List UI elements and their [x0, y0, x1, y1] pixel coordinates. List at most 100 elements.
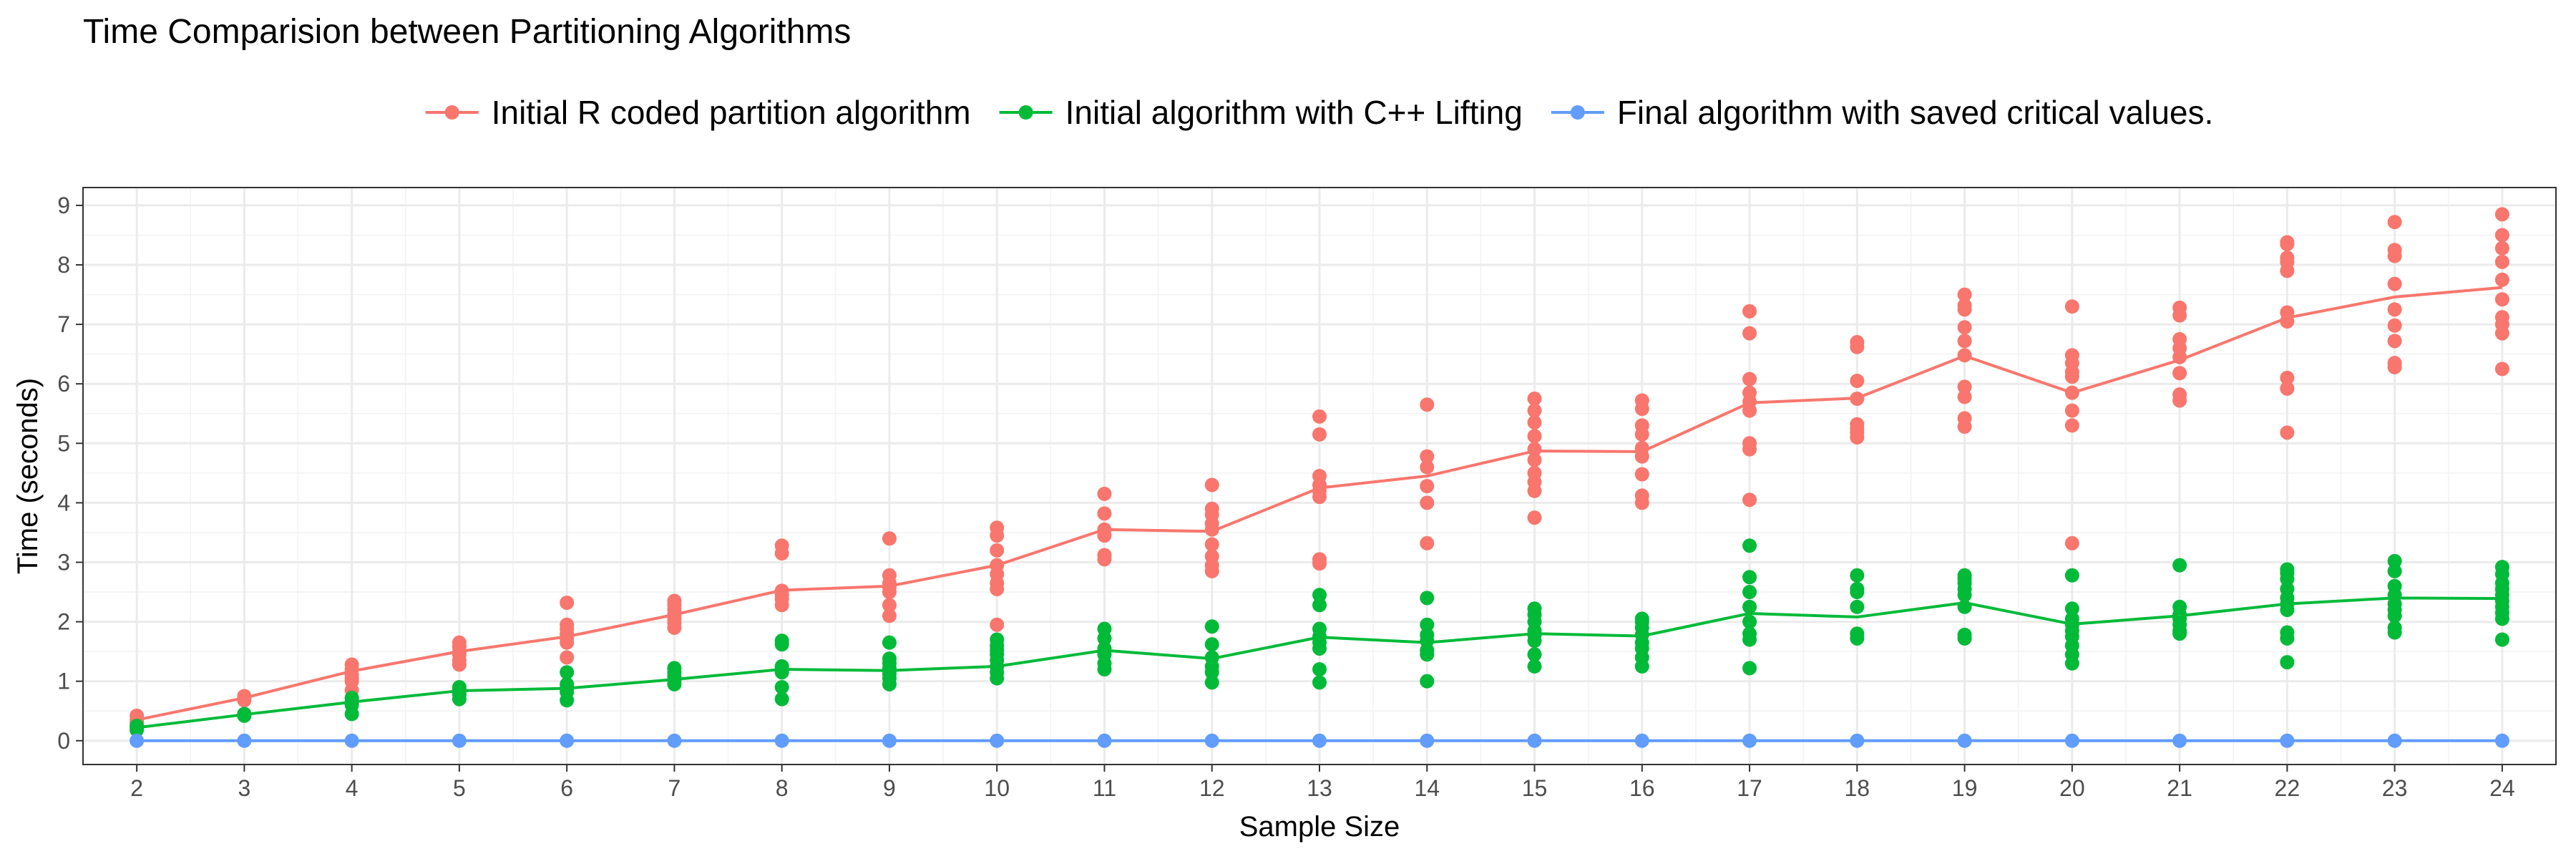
data-point-series-3 — [2280, 733, 2295, 748]
data-point-series-2 — [1312, 588, 1327, 603]
data-point-series-3 — [130, 733, 145, 748]
data-point-series-1 — [1957, 334, 1972, 349]
data-point-series-1 — [2494, 228, 2509, 243]
data-point-series-2 — [1204, 637, 1219, 652]
data-point-series-1 — [1850, 374, 1865, 389]
x-tick-label: 21 — [2167, 775, 2192, 801]
data-point-series-2 — [2172, 558, 2187, 573]
data-point-series-2 — [560, 676, 575, 691]
y-tick-label: 4 — [57, 490, 70, 515]
data-point-series-1 — [2280, 235, 2295, 250]
data-point-series-2 — [2387, 553, 2402, 568]
data-point-series-2 — [2064, 601, 2079, 616]
legend-item-2: Initial algorithm with C++ Lifting — [999, 94, 1523, 131]
data-point-series-2 — [667, 661, 682, 676]
data-point-series-1 — [1850, 335, 1865, 350]
data-point-series-2 — [774, 691, 789, 707]
data-point-series-2 — [1957, 599, 1972, 614]
legend-label: Final algorithm with saved critical valu… — [1617, 94, 2213, 131]
x-tick-label: 15 — [1522, 775, 1548, 801]
data-point-series-2 — [1742, 661, 1757, 676]
data-point-series-1 — [1634, 488, 1649, 503]
data-point-series-1 — [1850, 417, 1865, 432]
data-point-series-1 — [1742, 436, 1757, 451]
data-point-series-2 — [1742, 626, 1757, 641]
x-tick-label: 8 — [776, 775, 789, 801]
data-point-series-3 — [1097, 733, 1112, 748]
y-tick-label: 6 — [57, 371, 70, 397]
x-axis-title: Sample Size — [1239, 811, 1400, 843]
y-tick-label: 2 — [57, 609, 70, 635]
data-point-series-2 — [2280, 625, 2295, 640]
data-point-series-1 — [2387, 318, 2402, 333]
data-point-series-1 — [1957, 320, 1972, 335]
data-point-series-2 — [1957, 627, 1972, 642]
data-point-series-1 — [1097, 522, 1112, 537]
data-point-series-2 — [1420, 627, 1435, 642]
data-point-series-1 — [2064, 385, 2079, 400]
data-point-series-1 — [2064, 348, 2079, 363]
data-point-series-1 — [1204, 501, 1219, 516]
data-point-series-3 — [2172, 733, 2187, 748]
data-point-series-2 — [1742, 614, 1757, 629]
x-tick-label: 6 — [560, 775, 573, 801]
data-point-series-1 — [774, 538, 789, 553]
data-point-series-2 — [882, 635, 897, 650]
x-tick-label: 14 — [1414, 775, 1440, 801]
data-point-series-1 — [1634, 393, 1649, 408]
data-point-series-3 — [2064, 733, 2079, 748]
data-point-series-1 — [1742, 304, 1757, 319]
data-point-series-3 — [1634, 733, 1649, 748]
data-point-series-2 — [882, 651, 897, 666]
data-point-series-1 — [1420, 449, 1435, 464]
data-point-series-3 — [1850, 733, 1865, 748]
data-point-series-1 — [774, 583, 789, 598]
data-point-series-2 — [1850, 626, 1865, 641]
data-point-series-2 — [344, 690, 359, 705]
y-axis-title: Time (seconds) — [12, 378, 44, 574]
data-point-series-1 — [2172, 300, 2187, 315]
data-point-series-1 — [2494, 361, 2509, 377]
data-point-series-2 — [2387, 563, 2402, 578]
data-point-series-1 — [1527, 391, 1542, 406]
x-tick-label: 7 — [668, 775, 681, 801]
data-point-series-2 — [2280, 562, 2295, 577]
data-point-series-1 — [1742, 492, 1757, 508]
data-point-series-2 — [1420, 591, 1435, 606]
data-point-series-1 — [882, 531, 897, 546]
data-point-series-3 — [1527, 733, 1542, 748]
data-point-series-1 — [1742, 326, 1757, 341]
data-point-series-1 — [1312, 427, 1327, 442]
data-point-series-1 — [560, 595, 575, 610]
y-tick-label: 1 — [57, 669, 70, 694]
data-point-series-1 — [882, 598, 897, 613]
data-point-series-2 — [1742, 570, 1757, 585]
data-point-series-1 — [2387, 302, 2402, 317]
data-point-series-2 — [1312, 675, 1327, 690]
x-tick-label: 20 — [2059, 775, 2085, 801]
x-tick-label: 12 — [1199, 775, 1225, 801]
data-point-series-2 — [1204, 650, 1219, 665]
data-point-series-2 — [1204, 675, 1219, 690]
series-points — [130, 207, 2509, 748]
data-point-series-1 — [2387, 276, 2402, 291]
data-point-series-3 — [2494, 733, 2509, 748]
data-point-series-1 — [2172, 331, 2187, 346]
x-tick-label: 24 — [2489, 775, 2515, 801]
data-point-series-2 — [2172, 599, 2187, 614]
x-tick-label: 23 — [2382, 775, 2408, 801]
data-point-series-1 — [1420, 535, 1435, 550]
data-point-series-2 — [1850, 599, 1865, 614]
data-point-series-3 — [882, 733, 897, 748]
data-point-series-1 — [2494, 310, 2509, 325]
legend-label: Initial algorithm with C++ Lifting — [1065, 94, 1523, 131]
legend-key-point — [444, 105, 459, 120]
x-tick-label: 3 — [238, 775, 250, 801]
data-point-series-1 — [1957, 287, 1972, 302]
data-point-series-1 — [130, 708, 145, 723]
data-point-series-2 — [237, 707, 252, 722]
data-point-series-1 — [1527, 510, 1542, 525]
x-tick-label: 19 — [1952, 775, 1978, 801]
data-point-series-1 — [1742, 372, 1757, 387]
data-point-series-1 — [1097, 506, 1112, 521]
